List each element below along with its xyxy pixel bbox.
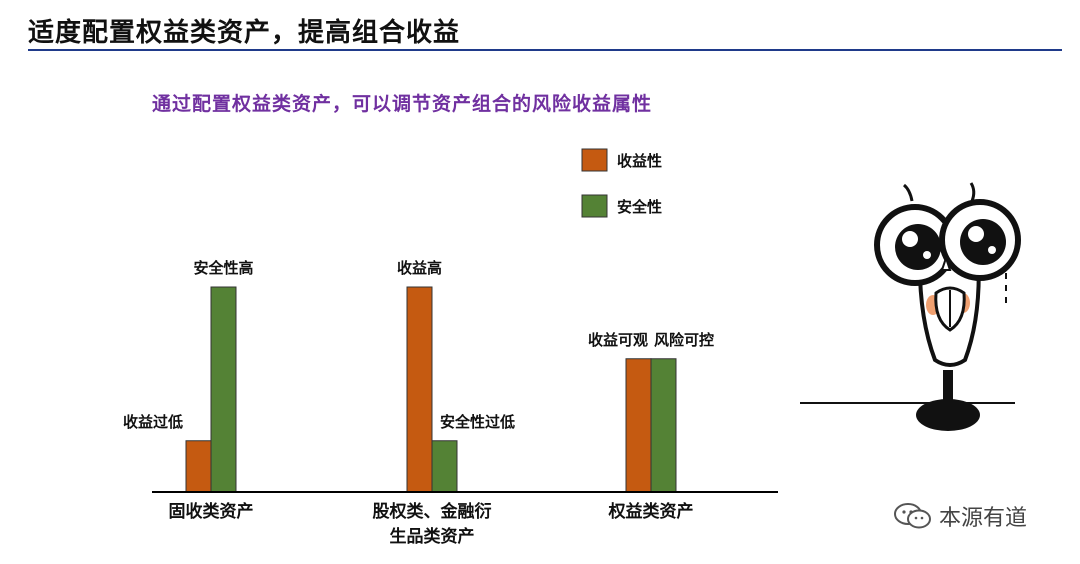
bar-return-2 (625, 358, 652, 493)
data-label: 风险可控 (654, 331, 714, 349)
legend-label: 安全性 (617, 198, 662, 216)
x-tick-label: 权益类资产 (608, 501, 694, 522)
bar-safety-1 (431, 440, 458, 493)
x-tick-label: 股权类、金融衍 (373, 501, 492, 522)
legend-swatch (581, 148, 608, 172)
bar-safety-2 (650, 358, 677, 493)
data-label: 收益过低 (123, 413, 183, 431)
data-label: 安全性过低 (440, 413, 515, 431)
legend-label: 收益性 (617, 152, 662, 170)
mascot-illustration (800, 182, 1021, 431)
data-label: 收益可观 (588, 331, 648, 349)
data-label: 安全性高 (193, 259, 253, 277)
chat-bubble-icon (894, 503, 931, 529)
watermark-text: 本源有道 (939, 506, 1028, 531)
slide-title: 适度配置权益类资产，提高组合收益 (28, 18, 461, 48)
x-tick-label: 固收类资产 (169, 501, 254, 522)
chart-subtitle: 通过配置权益类资产，可以调节资产组合的风险收益属性 (152, 93, 653, 115)
bar-return-1 (406, 286, 433, 493)
bar-return-0 (185, 440, 212, 493)
watermark: 本源有道 (893, 500, 1027, 532)
data-label: 收益高 (397, 259, 442, 277)
bar-safety-0 (210, 286, 237, 493)
x-tick-label: 生品类资产 (390, 526, 475, 547)
legend-swatch (581, 194, 608, 218)
title-rule (28, 49, 1062, 51)
